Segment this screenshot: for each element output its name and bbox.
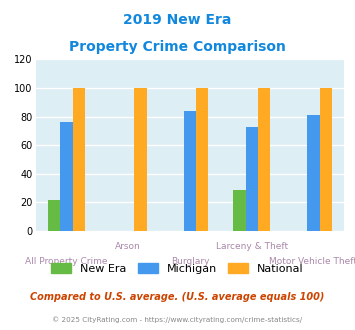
Bar: [233, 189, 246, 231]
Bar: [258, 88, 270, 231]
Bar: [307, 115, 320, 231]
Text: 2019 New Era: 2019 New Era: [123, 13, 232, 27]
Text: Compared to U.S. average. (U.S. average equals 100): Compared to U.S. average. (U.S. average …: [30, 292, 325, 302]
Text: Burglary: Burglary: [171, 257, 209, 266]
Bar: [246, 127, 258, 231]
Text: Arson: Arson: [115, 243, 141, 251]
Bar: [60, 122, 72, 231]
Text: Larceny & Theft: Larceny & Theft: [215, 243, 288, 251]
Bar: [72, 88, 85, 231]
Bar: [48, 200, 60, 231]
Legend: New Era, Michigan, National: New Era, Michigan, National: [51, 263, 304, 274]
Bar: [196, 88, 208, 231]
Bar: [320, 88, 332, 231]
Text: Motor Vehicle Theft: Motor Vehicle Theft: [269, 257, 355, 266]
Text: Property Crime Comparison: Property Crime Comparison: [69, 40, 286, 53]
Bar: [134, 88, 147, 231]
Text: All Property Crime: All Property Crime: [25, 257, 108, 266]
Bar: [184, 111, 196, 231]
Text: © 2025 CityRating.com - https://www.cityrating.com/crime-statistics/: © 2025 CityRating.com - https://www.city…: [53, 317, 302, 323]
